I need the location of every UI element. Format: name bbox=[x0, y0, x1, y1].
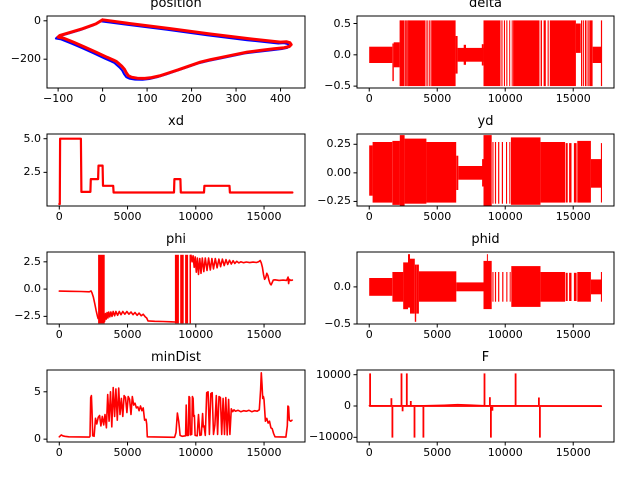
tick-label: 0.00 bbox=[326, 165, 352, 179]
tick-label: 300 bbox=[225, 92, 247, 105]
subplot-title-xd: xd bbox=[168, 114, 184, 129]
tick-label: 0.0 bbox=[333, 279, 352, 293]
tick-label: 10000 bbox=[178, 210, 214, 223]
tick-label: 0 bbox=[55, 446, 63, 459]
tick-label: 400 bbox=[270, 92, 292, 105]
tick-label: 100 bbox=[136, 92, 158, 105]
tick-label: 10000 bbox=[178, 446, 214, 459]
tick-label: 5000 bbox=[423, 446, 452, 459]
tick-label: 15000 bbox=[246, 328, 282, 341]
tick-label: 0 bbox=[365, 328, 373, 341]
tick-label: 0 bbox=[365, 446, 373, 459]
tick-label: 0 bbox=[55, 328, 63, 341]
tick-label: 5000 bbox=[423, 328, 452, 341]
subplot-phid-canvas bbox=[353, 251, 615, 328]
subplot-yd-canvas bbox=[353, 133, 615, 210]
tick-label: 5000 bbox=[423, 210, 452, 223]
tick-label: 0 bbox=[365, 210, 373, 223]
tick-label: 5000 bbox=[423, 92, 452, 105]
tick-label: 10000 bbox=[487, 328, 523, 341]
subplot-title-F: F bbox=[481, 350, 490, 365]
subplot-xd-canvas bbox=[43, 133, 306, 210]
subplot-title-phid: phid bbox=[471, 232, 500, 247]
tick-label: 10000 bbox=[178, 328, 214, 341]
tick-label: 0.0 bbox=[23, 282, 42, 296]
subplot-title-minDist: minDist bbox=[150, 350, 201, 365]
tick-label: −200 bbox=[10, 52, 41, 66]
tick-label: 15000 bbox=[555, 328, 591, 341]
tick-label: 10000 bbox=[316, 367, 351, 381]
subplot-title-yd: yd bbox=[477, 114, 494, 129]
tick-label: −10000 bbox=[309, 430, 354, 444]
tick-label: 0 bbox=[99, 92, 107, 105]
tick-label: 15000 bbox=[246, 446, 282, 459]
tick-label: 2.5 bbox=[23, 165, 42, 179]
subplot-position-canvas bbox=[43, 15, 306, 92]
subplot-delta-canvas bbox=[353, 15, 615, 92]
tick-label: 5 bbox=[34, 384, 41, 398]
tick-label: 15000 bbox=[246, 210, 282, 223]
tick-label: 0 bbox=[34, 432, 41, 446]
tick-label: 15000 bbox=[555, 210, 591, 223]
tick-label: −2.5 bbox=[14, 309, 41, 323]
tick-label: 2.5 bbox=[23, 254, 42, 268]
subplot-phi-canvas bbox=[43, 251, 306, 328]
subplot-title-delta: delta bbox=[469, 0, 502, 11]
tick-label: 15000 bbox=[555, 92, 591, 105]
tick-label: 10000 bbox=[487, 210, 523, 223]
tick-label: 0 bbox=[34, 13, 41, 27]
tick-label: 0 bbox=[344, 399, 351, 412]
tick-label: 10000 bbox=[487, 92, 523, 105]
subplot-title-position: position bbox=[150, 0, 202, 11]
tick-label: 0 bbox=[365, 92, 373, 105]
tick-label: 0 bbox=[55, 210, 63, 223]
tick-label: 200 bbox=[181, 92, 203, 105]
tick-label: 10000 bbox=[487, 446, 523, 459]
tick-label: 5000 bbox=[113, 446, 142, 459]
tick-label: 5.0 bbox=[23, 131, 42, 145]
tick-label: 15000 bbox=[555, 446, 591, 459]
tick-label: −100 bbox=[43, 92, 74, 105]
tick-label: 5000 bbox=[113, 328, 142, 341]
tick-label: 0.0 bbox=[333, 47, 352, 61]
tick-label: −0.5 bbox=[324, 79, 351, 93]
tick-label: −0.5 bbox=[324, 317, 351, 330]
tick-label: 0.25 bbox=[326, 137, 352, 151]
tick-label: 5000 bbox=[113, 210, 142, 223]
subplot-title-phi: phi bbox=[165, 232, 187, 247]
subplot-minDist-canvas bbox=[43, 369, 306, 446]
tick-label: −0.25 bbox=[317, 194, 351, 208]
tick-label: 0.5 bbox=[333, 16, 352, 30]
subplot-F-canvas bbox=[353, 369, 615, 446]
